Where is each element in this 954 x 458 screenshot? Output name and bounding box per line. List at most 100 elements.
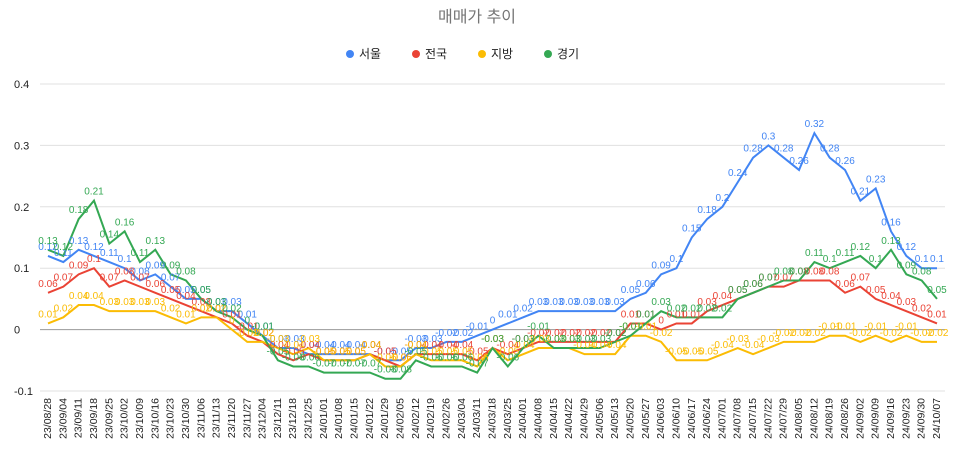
data-label: 0.05 [728,285,748,296]
x-tick-label: 24/09/30 [916,398,928,439]
data-label: 0.01 [636,309,656,320]
data-label: 0.05 [866,285,886,296]
data-label: 0.03 [146,297,166,308]
y-tick-label: 0.2 [14,202,29,214]
data-label: 0.01 [927,309,947,320]
x-tick-label: 24/02/12 [410,398,422,439]
data-label: 0.05 [192,285,212,296]
data-label: -0.02 [926,328,949,339]
data-label: 0.06 [38,279,58,290]
data-label: -0.01 [251,322,274,333]
data-label: 0.26 [835,156,855,167]
data-label: -0.04 [420,340,443,351]
data-label: 0.02 [207,303,227,314]
data-label: -0.05 [267,346,290,357]
x-tick-label: 24/04/08 [532,398,544,439]
x-tick-label: 24/10/07 [931,398,943,439]
x-tick-label: 24/05/06 [594,398,606,439]
data-label: 0.2 [715,193,729,204]
data-label: -0.02 [558,328,581,339]
data-label: 0.1 [118,254,132,265]
data-label: 0 [490,316,496,327]
data-label: 0.06 [743,279,763,290]
data-label: -0.05 [665,346,688,357]
data-label: 0.03 [605,297,625,308]
data-label: 0.09 [161,260,181,271]
data-label: -0.03 [588,334,611,345]
data-label: -0.04 [343,340,366,351]
x-tick-label: 24/02/26 [441,398,453,439]
data-label: -0.03 [542,334,565,345]
series-line [47,198,938,380]
legend-label: 전국 [425,47,447,61]
data-label: 0.01 [621,309,641,320]
data-label: -0.02 [251,328,274,339]
data-label: -0.01 [527,322,550,333]
data-label: 0.28 [774,144,794,155]
data-label: 0.07 [161,273,181,284]
data-label: -0.05 [343,346,366,357]
x-tick-label: 24/03/25 [502,398,514,439]
data-label: 0.08 [789,266,809,277]
legend-marker [544,50,552,58]
data-label: -0.04 [358,340,381,351]
x-tick-label: 23/11/27 [241,398,253,438]
y-tick-label: 0.3 [14,140,29,152]
data-label: 0.1 [930,254,944,265]
data-label: -0.03 [558,334,581,345]
data-label: -0.02 [880,328,903,339]
data-label: 0.01 [667,309,687,320]
data-label: 0.03 [100,297,120,308]
data-label: -0.04 [435,340,458,351]
data-label: -0.05 [374,346,397,357]
data-label: 0.07 [130,273,150,284]
data-label: 0.02 [682,303,702,314]
x-tick-label: 23/10/30 [180,398,192,439]
x-tick-label: 24/01/29 [379,398,391,439]
legend-marker [346,50,354,58]
data-label: 0.08 [130,266,150,277]
data-label: -0.04 [711,340,734,351]
data-label: 0.08 [789,266,809,277]
data-label: -0.06 [496,352,519,363]
data-label: 0.01 [682,309,702,320]
data-label: 0.03 [529,297,549,308]
data-label: -0.02 [435,328,458,339]
x-tick-label: 24/07/08 [732,398,744,439]
x-tick-label: 24/07/22 [762,398,774,439]
data-label: -0.05 [312,346,335,357]
x-tick-label: 24/06/24 [701,398,713,439]
data-label: 0.23 [866,174,886,185]
data-label: 0.01 [176,309,196,320]
data-label: -0.02 [604,328,627,339]
data-label: -0.04 [512,340,535,351]
data-label: -0.07 [343,359,366,370]
data-label: -0.01 [864,322,887,333]
x-tick-label: 23/10/09 [134,398,146,439]
x-tick-label: 23/12/18 [287,398,299,439]
data-label: -0.05 [680,346,703,357]
data-label: 0.14 [100,230,120,241]
data-label: 0.1 [823,254,837,265]
data-label: -0.04 [312,340,335,351]
x-tick-label: 24/08/26 [839,398,851,439]
data-label: 0.08 [820,266,840,277]
x-tick-label: 24/03/04 [456,398,468,439]
data-label: -0.04 [742,340,765,351]
x-tick-label: 23/10/02 [119,398,131,439]
data-label: 0.01 [38,309,58,320]
data-label: -0.05 [328,346,351,357]
data-label: -0.04 [328,340,351,351]
data-label: 0.09 [651,260,671,271]
data-label: 0.08 [115,266,135,277]
data-label: -0.04 [297,340,320,351]
y-tick-label: 0 [14,325,20,337]
data-label: 0.09 [897,260,917,271]
x-tick-label: 24/05/27 [640,398,652,439]
data-label: 0.02 [667,303,687,314]
x-tick-label: 24/04/15 [548,398,560,439]
x-tick-label: 24/02/19 [425,398,437,439]
data-label: -0.01 [619,322,642,333]
x-tick-label: 24/06/10 [670,398,682,439]
chart-title: 매매가 추이 [438,8,516,26]
